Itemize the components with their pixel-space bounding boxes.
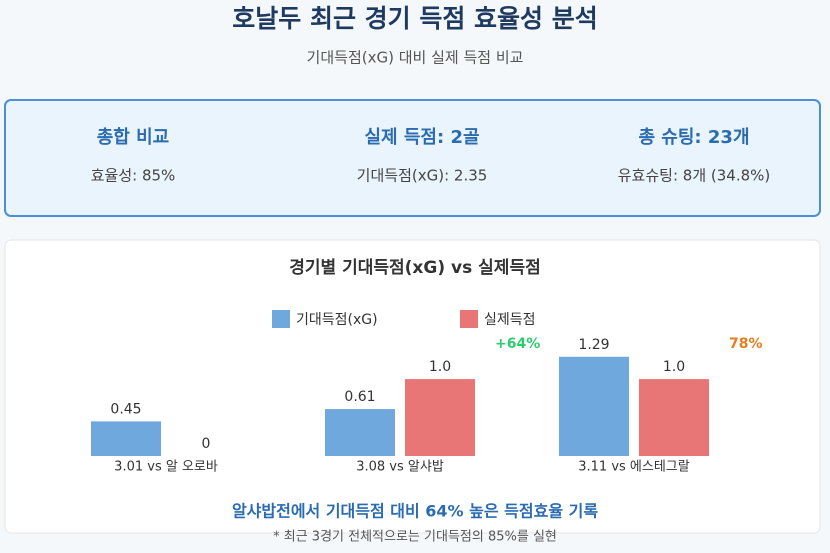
legend-label: 기대득점(xG) <box>296 312 378 328</box>
bar <box>325 409 395 456</box>
value-label: 0.61 <box>344 389 375 405</box>
summary-heading: 총 슈팅: 23개 <box>638 127 749 148</box>
legend-label: 실제득점 <box>484 312 536 328</box>
legend-swatch <box>272 310 290 328</box>
value-label: 1.0 <box>429 359 451 375</box>
value-label: 1.29 <box>578 337 609 353</box>
title: 호날두 최근 경기 득점 효율성 분석 <box>232 4 598 33</box>
bar <box>405 379 475 456</box>
bar <box>639 379 709 456</box>
x-tick-label: 3.01 vs 알 오로바 <box>114 460 218 475</box>
bar <box>91 421 161 456</box>
annotation: +64% <box>495 336 540 352</box>
legend-swatch <box>460 310 478 328</box>
value-label: 0 <box>202 436 211 452</box>
value-label: 0.45 <box>110 401 141 417</box>
subtitle: 기대득점(xG) 대비 실제 득점 비교 <box>307 49 524 67</box>
note: * 최근 3경기 전체적으로는 기대득점의 85%를 실현 <box>273 530 557 545</box>
bar <box>559 356 629 456</box>
summary-detail: 기대득점(xG): 2.35 <box>357 167 488 185</box>
summary-box <box>4 99 821 217</box>
value-label: 1.0 <box>663 359 685 375</box>
chart-title: 경기별 기대득점(xG) vs 실제득점 <box>289 258 540 278</box>
x-tick-label: 3.08 vs 알샤밥 <box>356 460 444 475</box>
x-tick-label: 3.11 vs 에스테그랄 <box>578 460 690 475</box>
summary-detail: 유효슈팅: 8개 (34.8%) <box>618 167 771 185</box>
summary-heading: 총합 비교 <box>97 126 170 148</box>
annotation: 78% <box>729 336 763 352</box>
summary-heading: 실제 득점: 2골 <box>364 127 479 148</box>
summary-detail: 효율성: 85% <box>91 167 176 185</box>
highlight: 알샤밥전에서 기대득점 대비 64% 높은 득점효율 기록 <box>232 502 598 521</box>
